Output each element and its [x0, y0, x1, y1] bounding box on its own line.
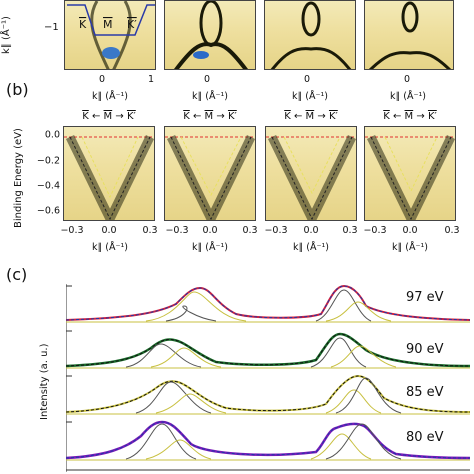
spectra-plot — [66, 284, 470, 472]
panel-b-ylabel: Binding Energy (eV) — [13, 128, 24, 228]
panel-b-header-3: K ← M → K′ — [284, 111, 338, 122]
dispersion-2 — [164, 126, 256, 221]
kmap-1: K M K′ — [64, 0, 156, 70]
kmap-3-drawing — [270, 1, 352, 69]
inset-point-m: M — [103, 18, 113, 31]
spectrum-80ev — [66, 420, 470, 460]
dispersion-4-xtick-m: 0.0 — [402, 225, 418, 236]
dispersion-1-xtick-m: 0.0 — [101, 225, 117, 236]
dispersion-3-xtick-l: −0.3 — [264, 225, 288, 236]
spectrum-85ev — [66, 374, 470, 414]
panel-c-letter: (c) — [6, 265, 28, 284]
dispersion-4-drawing — [365, 135, 455, 220]
kmap-4 — [364, 0, 454, 70]
spectrum-97ev — [66, 284, 470, 322]
dispersion-2-xtick-r: 0.3 — [242, 225, 258, 236]
panel-b-header-4: K ← M → K′ — [383, 111, 437, 122]
panel-a-xtick-1: 0 — [98, 74, 106, 85]
dispersion-3-xtick-m: 0.0 — [303, 225, 319, 236]
panel-b-ytick-0: 0.0 — [44, 129, 60, 141]
dispersion-2-xtick-l: −0.3 — [165, 225, 189, 236]
dispersion-1-drawing — [64, 135, 154, 220]
kmap-3 — [264, 0, 356, 70]
kmap-1-drawing: K M K′ — [67, 1, 155, 69]
dispersion-3-drawing — [266, 135, 356, 220]
panel-b-ytick-3: −0.6 — [36, 205, 60, 217]
energy-label-97: 97 eV — [406, 290, 444, 305]
energy-label-85: 85 eV — [406, 385, 444, 400]
dispersion-4-xtick-r: 0.3 — [444, 225, 460, 236]
dispersion-4-xtick-l: −0.3 — [363, 225, 387, 236]
panel-b-xlabel-4: k∥ (Å⁻¹) — [391, 242, 429, 253]
panel-b-ytick-2: −0.4 — [36, 180, 60, 192]
dispersion-3-xtick-r: 0.3 — [342, 225, 358, 236]
dispersion-1-xtick-l: −0.3 — [60, 225, 84, 236]
kmap-4-drawing — [368, 1, 452, 69]
panel-a-xtick-5: 0 — [403, 74, 411, 85]
dispersion-1 — [63, 126, 155, 221]
kmap-2 — [164, 0, 256, 70]
panel-a-xtick-3: 0 — [203, 74, 211, 85]
panel-a-xlabel-3: k∥ (Å⁻¹) — [291, 91, 329, 102]
panel-b-header-1: K ← M → K′ — [82, 111, 136, 122]
panel-a-ylabel: k∥ (Å⁻¹) — [1, 16, 12, 54]
panel-b-letter: (b) — [6, 80, 29, 99]
inset-point-k: K — [79, 18, 87, 31]
panel-a-xlabel-2: k∥ (Å⁻¹) — [191, 91, 229, 102]
panel-b-ytick-1: −0.2 — [36, 155, 60, 167]
dispersion-3 — [265, 126, 357, 221]
panel-b-xlabel-2: k∥ (Å⁻¹) — [191, 242, 229, 253]
dispersion-2-xtick-m: 0.0 — [202, 225, 218, 236]
panel-a-xlabel-1: k∥ (Å⁻¹) — [91, 91, 129, 102]
panel-a-xtick-2: 1 — [147, 74, 155, 85]
spectrum-90ev — [66, 332, 470, 368]
panel-c-ylabel: Intensity (a. u.) — [39, 343, 50, 420]
panel-b-header-2: K ← M → K′ — [183, 111, 237, 122]
kmap-2-drawing — [174, 1, 248, 69]
inset-point-kprime: K′ — [127, 18, 137, 31]
panel-a-xtick-4: 0 — [303, 74, 311, 85]
energy-label-80: 80 eV — [406, 430, 444, 445]
dispersion-4 — [364, 126, 456, 221]
panel-a-ytick: −1 — [44, 22, 59, 33]
dispersion-2-drawing — [165, 135, 255, 220]
panel-b-xlabel-1: k∥ (Å⁻¹) — [91, 242, 129, 253]
panel-b-xlabel-3: k∥ (Å⁻¹) — [292, 242, 330, 253]
dispersion-1-xtick-r: 0.3 — [142, 225, 158, 236]
energy-label-90: 90 eV — [406, 342, 444, 357]
panel-a-xlabel-4: k∥ (Å⁻¹) — [389, 91, 427, 102]
